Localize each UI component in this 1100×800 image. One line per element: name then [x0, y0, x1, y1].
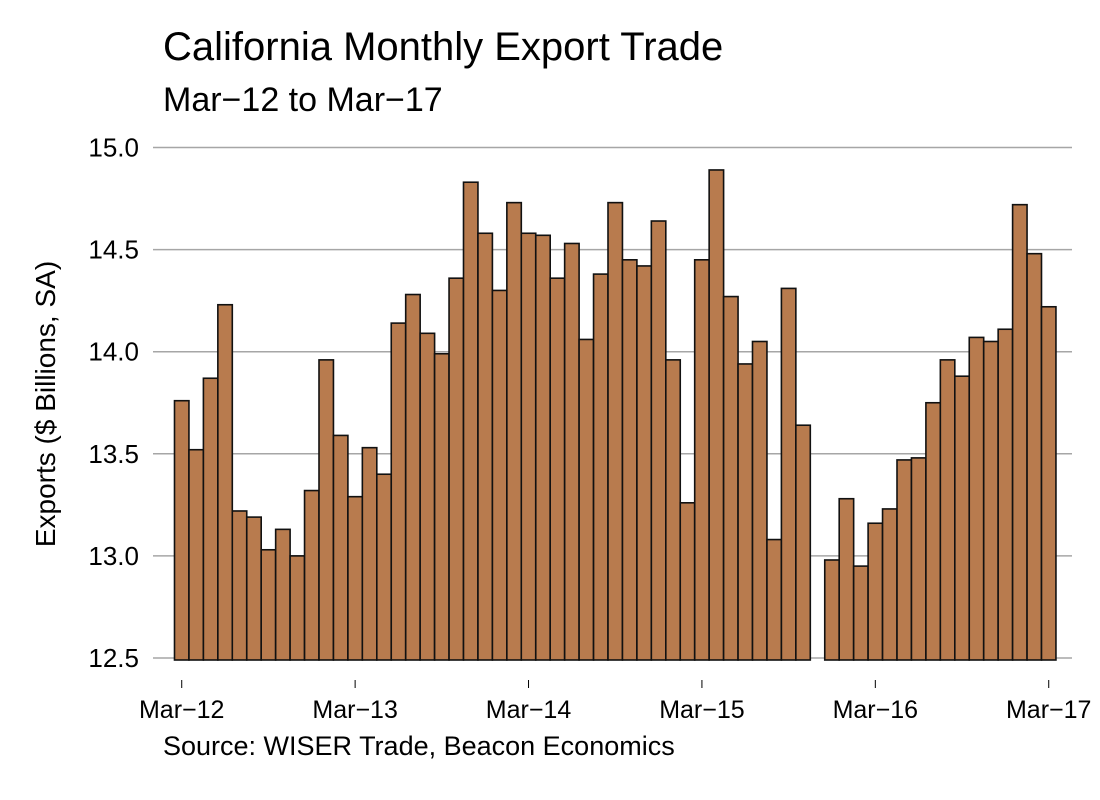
- y-tick-label: 13.5: [88, 439, 139, 469]
- bar: [766, 538, 783, 661]
- bar: [419, 332, 436, 661]
- bar: [491, 289, 508, 661]
- bar: [925, 401, 942, 661]
- bar: [910, 457, 927, 661]
- bar: [795, 424, 812, 661]
- bar: [549, 277, 566, 661]
- x-axis-ticks: Mar−12 Mar−13 Mar−14 Mar−15 Mar−16 Mar−17: [139, 680, 1091, 724]
- bar: [867, 522, 884, 661]
- chart-title: California Monthly Export Trade: [163, 25, 724, 69]
- bar: [953, 375, 971, 661]
- bar: [1026, 252, 1043, 661]
- bar: [881, 508, 898, 661]
- bar: [968, 336, 985, 661]
- bar: [607, 201, 624, 661]
- bar: [751, 340, 768, 661]
- x-tick-label: Mar−13: [312, 696, 397, 724]
- bar: [245, 516, 262, 661]
- bar: [664, 359, 682, 661]
- bar: [1040, 305, 1057, 661]
- bar: [289, 555, 306, 661]
- bar: [997, 328, 1014, 661]
- y-tick-label: 13.0: [88, 541, 139, 571]
- bar: [592, 273, 609, 661]
- bar: [722, 295, 739, 661]
- x-tick-label: Mar−12: [139, 696, 224, 724]
- bar: [636, 265, 653, 661]
- bar: [303, 489, 320, 661]
- bar: [260, 548, 277, 661]
- bar: [361, 446, 378, 661]
- bar: [477, 232, 494, 661]
- bar: [332, 434, 349, 661]
- bar: [650, 220, 667, 661]
- bar: [1011, 203, 1028, 661]
- bar: [217, 303, 234, 661]
- bar: [231, 510, 248, 661]
- bar: [939, 359, 956, 661]
- bar: [578, 338, 595, 661]
- bar: [737, 363, 754, 661]
- bar: [852, 565, 869, 661]
- y-tick-label: 14.5: [88, 235, 139, 265]
- bar: [404, 293, 421, 661]
- bar: [621, 259, 638, 661]
- bar: [375, 473, 393, 661]
- y-tick-label: 12.5: [88, 643, 139, 673]
- x-tick-label: Mar−16: [833, 696, 918, 724]
- bar: [534, 234, 551, 661]
- bar: [823, 559, 840, 661]
- bar: [347, 495, 364, 661]
- y-tick-label: 15.0: [88, 133, 139, 163]
- x-tick-label: Mar−17: [1006, 696, 1091, 724]
- bar: [679, 502, 696, 661]
- bar: [274, 528, 291, 661]
- source-note: Source: WISER Trade, Beacon Economics: [163, 731, 675, 761]
- y-axis-ticks: 12.5 13.0 13.5 14.0 14.5 15.0: [88, 133, 139, 674]
- bar: [173, 399, 190, 661]
- bar: [390, 322, 407, 661]
- chart-subtitle: Mar−12 to Mar−17: [163, 81, 443, 119]
- bar: [318, 359, 335, 661]
- bar: [188, 448, 205, 661]
- x-tick-label: Mar−14: [486, 696, 572, 724]
- bar: [693, 259, 710, 661]
- x-tick-label: Mar−15: [659, 696, 744, 724]
- bar: [433, 352, 450, 661]
- bar: [780, 287, 797, 661]
- bar: [448, 277, 465, 661]
- bar: [896, 459, 913, 661]
- bar: [506, 201, 523, 661]
- bars: [173, 169, 1057, 661]
- y-tick-label: 14.0: [88, 337, 139, 367]
- bar: [462, 181, 479, 661]
- bar: [563, 242, 580, 661]
- bar: [838, 497, 855, 661]
- bar: [520, 232, 537, 661]
- bar: [202, 377, 219, 661]
- bar: [982, 340, 999, 661]
- bar: [708, 169, 725, 661]
